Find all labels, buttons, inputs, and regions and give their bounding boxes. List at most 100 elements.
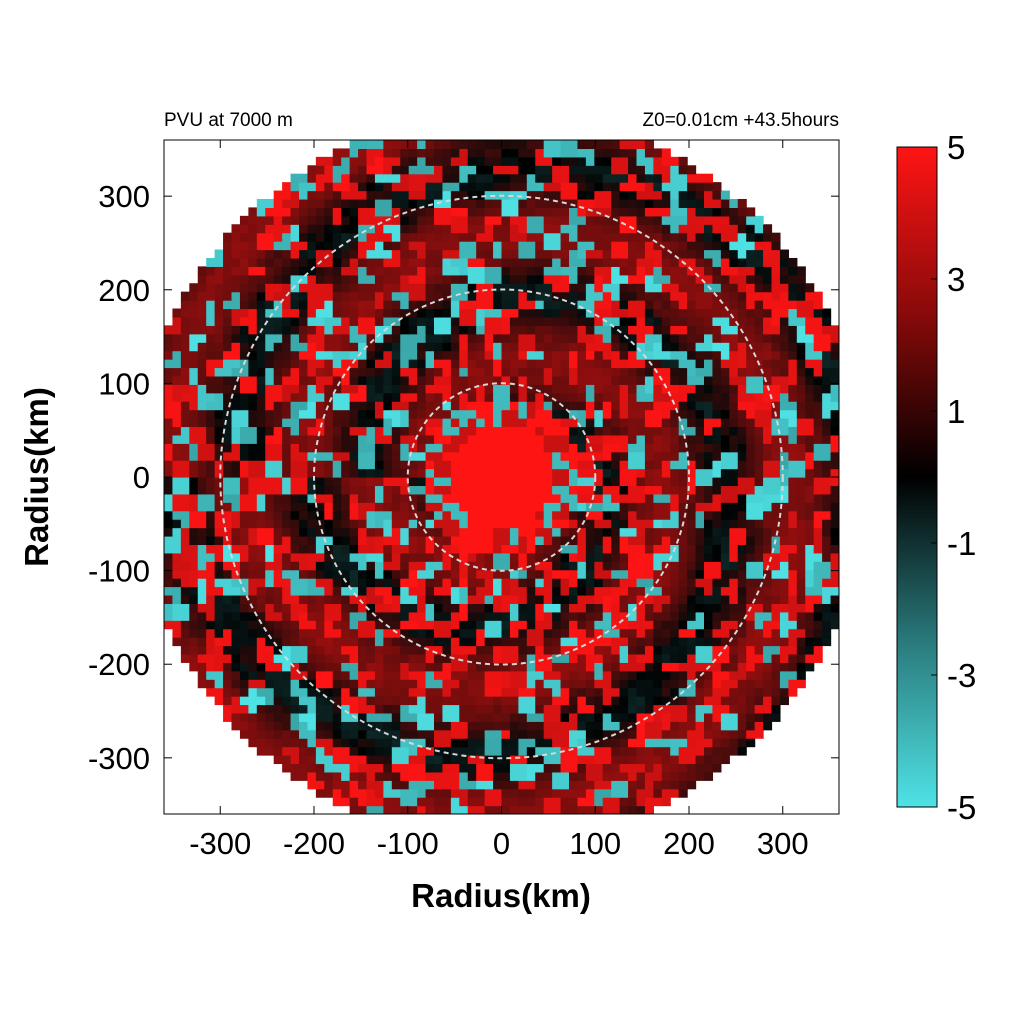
- field-cell: [450, 257, 460, 267]
- field-cell: [383, 232, 393, 242]
- field-cell: [754, 569, 764, 579]
- field-cell: [754, 510, 764, 520]
- field-cell: [577, 755, 587, 765]
- field-cell: [644, 493, 654, 503]
- field-cell: [366, 308, 376, 318]
- field-cell: [299, 426, 309, 436]
- field-cell: [349, 510, 359, 520]
- field-cell: [391, 594, 401, 604]
- field-cell: [779, 367, 789, 377]
- field-cell: [737, 274, 747, 284]
- field-cell: [687, 527, 697, 537]
- field-cell: [265, 434, 275, 444]
- field-cell: [265, 662, 275, 672]
- field-cell: [805, 434, 815, 444]
- field-cell: [214, 620, 224, 630]
- field-cell: [678, 375, 688, 385]
- field-cell: [307, 291, 317, 301]
- field-cell: [813, 628, 823, 638]
- field-cell: [358, 316, 368, 326]
- field-cell: [585, 384, 595, 394]
- field-cell: [408, 552, 418, 562]
- field-cell: [223, 316, 233, 326]
- field-cell: [484, 375, 494, 385]
- field-cell: [366, 493, 376, 503]
- field-cell: [189, 662, 199, 672]
- field-cell: [560, 771, 570, 781]
- field-cell: [712, 300, 722, 310]
- field-cell: [299, 232, 309, 242]
- field-cell: [273, 620, 283, 630]
- field-cell: [341, 426, 351, 436]
- field-cell: [644, 451, 654, 461]
- field-cell: [796, 552, 806, 562]
- field-cell: [560, 544, 570, 554]
- field-cell: [434, 418, 444, 428]
- field-cell: [526, 418, 536, 428]
- field-cell: [644, 401, 654, 411]
- field-cell: [459, 257, 469, 267]
- field-cell: [695, 418, 705, 428]
- field-cell: [223, 519, 233, 529]
- field-cell: [670, 628, 680, 638]
- field-cell: [611, 578, 621, 588]
- field-cell: [805, 367, 815, 377]
- field-cell: [737, 679, 747, 689]
- field-cell: [476, 266, 486, 276]
- field-cell: [197, 401, 207, 411]
- field-cell: [307, 510, 317, 520]
- field-cell: [771, 266, 781, 276]
- field-cell: [349, 493, 359, 503]
- field-cell: [383, 443, 393, 453]
- field-cell: [661, 552, 671, 562]
- field-cell: [282, 401, 292, 411]
- field-cell: [830, 451, 839, 461]
- field-cell: [543, 300, 553, 310]
- field-cell: [771, 493, 781, 503]
- field-cell: [577, 763, 587, 773]
- field-cell: [172, 561, 182, 571]
- field-cell: [476, 308, 486, 318]
- field-cell: [324, 477, 334, 487]
- field-cell: [552, 493, 562, 503]
- field-cell: [509, 485, 519, 495]
- field-cell: [704, 274, 714, 284]
- field-cell: [315, 418, 325, 428]
- field-cell: [434, 342, 444, 352]
- field-cell: [771, 316, 781, 326]
- field-cell: [366, 300, 376, 310]
- field-cell: [349, 443, 359, 453]
- field-cell: [459, 426, 469, 436]
- field-cell: [206, 257, 216, 267]
- field-cell: [788, 552, 798, 562]
- field-cell: [349, 426, 359, 436]
- field-cell: [231, 544, 241, 554]
- field-cell: [450, 594, 460, 604]
- field-cell: [552, 266, 562, 276]
- field-cell: [526, 535, 536, 545]
- field-cell: [231, 502, 241, 512]
- field-cell: [197, 477, 207, 487]
- field-cell: [560, 696, 570, 706]
- field-cell: [425, 746, 435, 756]
- field-cell: [265, 544, 275, 554]
- field-cell: [763, 679, 773, 689]
- field-cell: [577, 780, 587, 790]
- field-cell: [644, 300, 654, 310]
- field-cell: [223, 687, 233, 697]
- field-cell: [442, 418, 452, 428]
- field-cell: [358, 257, 368, 267]
- field-cell: [400, 249, 410, 259]
- field-cell: [687, 729, 697, 739]
- field-cell: [644, 805, 654, 814]
- field-cell: [653, 662, 663, 672]
- field-cell: [256, 460, 266, 470]
- field-cell: [239, 274, 249, 284]
- field-cell: [434, 359, 444, 369]
- field-cell: [611, 342, 621, 352]
- field-cell: [585, 578, 595, 588]
- field-cell: [358, 359, 368, 369]
- field-cell: [788, 451, 798, 461]
- field-cell: [737, 670, 747, 680]
- field-cell: [349, 670, 359, 680]
